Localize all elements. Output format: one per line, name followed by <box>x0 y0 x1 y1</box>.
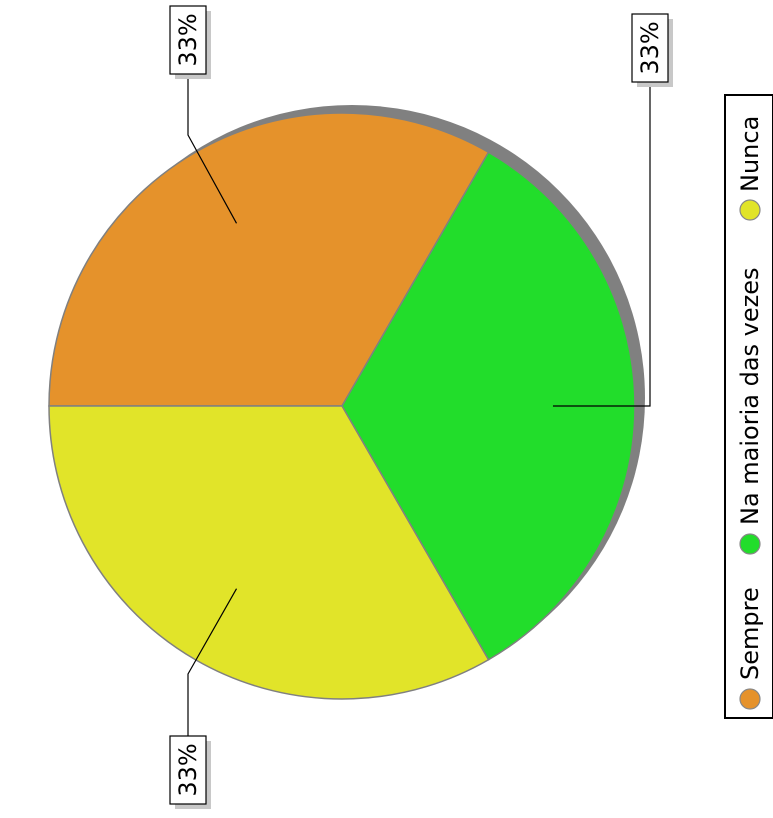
data-label-na-maioria-das-vezes: 33% <box>631 13 673 87</box>
legend-marker-sempre <box>739 688 761 710</box>
legend-label-nunca: Nunca <box>736 116 764 192</box>
legend-marker-nunca <box>739 199 761 221</box>
legend-label-na-maioria-das-vezes: Na maioria das vezes <box>736 267 764 525</box>
data-label-box <box>169 735 207 805</box>
data-label-text: 33% <box>174 13 202 66</box>
legend-label-sempre: Sempre <box>736 587 764 680</box>
data-label-sempre: 33% <box>169 5 211 79</box>
legend-marker-na-maioria-das-vezes <box>739 533 761 555</box>
leader-line-na-maioria-das-vezes <box>552 86 651 407</box>
pie-slice-sempre <box>48 112 490 407</box>
legend-box <box>724 94 773 719</box>
leader-line-sempre <box>187 72 238 224</box>
legend: Sempre Na maioria das vezes Nunca <box>724 94 773 719</box>
data-label-text: 33% <box>174 743 202 796</box>
pie-slices <box>48 112 636 700</box>
leader-line-nunca <box>187 588 238 736</box>
data-label-text: 33% <box>636 21 664 74</box>
data-label-nunca: 33% <box>169 735 211 809</box>
data-label-box <box>631 13 669 83</box>
data-label-box <box>169 5 207 75</box>
data-labels: 33% 33% 33% <box>169 5 673 809</box>
label-leader-lines <box>187 72 651 736</box>
